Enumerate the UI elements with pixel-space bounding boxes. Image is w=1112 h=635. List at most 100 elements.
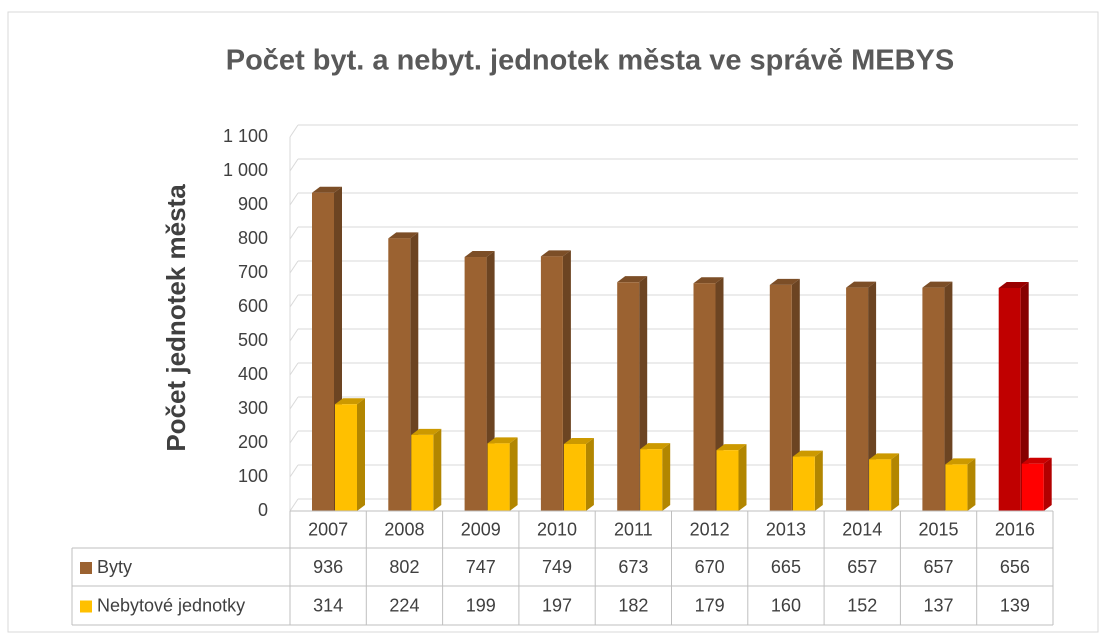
bar-side [738, 444, 747, 511]
y-tick-label: 1 100 [223, 126, 268, 146]
legend-label: Nebytové jednotky [97, 595, 245, 615]
data-label: 137 [924, 595, 954, 615]
bar-top [716, 444, 747, 451]
legend-swatch [80, 600, 92, 613]
bar-top [869, 453, 900, 460]
data-label: 802 [389, 557, 419, 577]
bar-top [693, 277, 724, 284]
bar [998, 287, 1021, 511]
data-label: 665 [771, 557, 801, 577]
y-tick-label: 800 [238, 228, 268, 248]
bar-side [585, 438, 594, 511]
y-tick-label: 400 [238, 364, 268, 384]
bar-top [540, 250, 571, 257]
bar-top [563, 438, 594, 445]
bar [769, 284, 792, 511]
y-tick-label: 700 [238, 262, 268, 282]
bar-top [1021, 457, 1052, 464]
bar-side [868, 281, 877, 511]
bar [540, 256, 563, 511]
bar [335, 404, 357, 511]
y-axis-label: Počet jednotek města [161, 184, 191, 452]
x-tick-label: 2010 [537, 519, 577, 539]
x-tick-label: 2007 [308, 519, 348, 539]
grid-line-side [289, 498, 299, 512]
bar [411, 434, 434, 511]
bar-side [509, 437, 518, 511]
data-label: 224 [389, 595, 419, 615]
data-label: 139 [1000, 595, 1030, 615]
data-label: 657 [847, 557, 877, 577]
bar-side [662, 443, 671, 511]
bar-top [312, 186, 342, 193]
data-label: 197 [542, 595, 572, 615]
bar [640, 449, 663, 511]
y-tick-label: 100 [238, 466, 268, 486]
y-tick-label: 0 [258, 500, 268, 520]
data-label: 673 [618, 557, 648, 577]
bar [563, 444, 586, 511]
x-tick-label: 2009 [461, 519, 501, 539]
data-label: 199 [466, 595, 496, 615]
bar-side [433, 428, 442, 511]
x-tick-label: 2015 [919, 519, 959, 539]
grid-line-side [289, 226, 299, 240]
legend-label: Byty [97, 557, 132, 577]
grid-line-side [289, 464, 299, 478]
grid-line-side [289, 430, 299, 444]
bar-top [617, 276, 648, 283]
grid-line-side [289, 260, 299, 274]
data-label: 314 [313, 595, 343, 615]
bar-side [1043, 457, 1052, 511]
x-tick-label: 2013 [766, 519, 806, 539]
bar-side [891, 453, 900, 511]
data-label: 179 [695, 595, 725, 615]
x-tick-label: 2012 [690, 519, 730, 539]
bar-top [335, 398, 365, 405]
bar [922, 287, 945, 511]
bar-top [640, 443, 671, 450]
data-label: 749 [542, 557, 572, 577]
bar [388, 238, 411, 511]
bar-side [967, 458, 976, 511]
bar-top [998, 281, 1029, 288]
y-tick-label: 200 [238, 432, 268, 452]
bar-top [945, 458, 976, 465]
grid-line-side [289, 396, 299, 410]
y-tick-label: 500 [238, 330, 268, 350]
bar [716, 450, 739, 511]
bar [869, 459, 892, 511]
bar-top [846, 281, 877, 288]
bar [617, 282, 640, 511]
bar-top [922, 281, 953, 288]
bar [487, 443, 510, 511]
data-label: 182 [618, 595, 648, 615]
grid-line-side [289, 328, 299, 342]
bar [792, 456, 815, 511]
bar-top [464, 251, 495, 258]
data-label: 936 [313, 557, 343, 577]
data-label: 657 [924, 557, 954, 577]
y-tick-label: 900 [238, 194, 268, 214]
grid-line-side [289, 362, 299, 376]
y-tick-label: 300 [238, 398, 268, 418]
legend-swatch [80, 562, 92, 574]
data-label: 747 [466, 557, 496, 577]
grid-line-side [289, 124, 299, 138]
y-tick-label: 600 [238, 296, 268, 316]
grid-line-side [289, 158, 299, 172]
x-tick-label: 2011 [614, 519, 653, 539]
x-tick-label: 2016 [995, 519, 1035, 539]
bar-top [792, 450, 823, 457]
bar [693, 283, 716, 511]
bar-side [814, 450, 823, 511]
bar [312, 192, 334, 511]
data-label: 152 [847, 595, 877, 615]
bar [1021, 463, 1044, 511]
bar [464, 257, 487, 511]
bar [945, 464, 968, 511]
bar-side [1020, 281, 1029, 511]
bar-top [487, 437, 518, 444]
data-label: 656 [1000, 557, 1030, 577]
